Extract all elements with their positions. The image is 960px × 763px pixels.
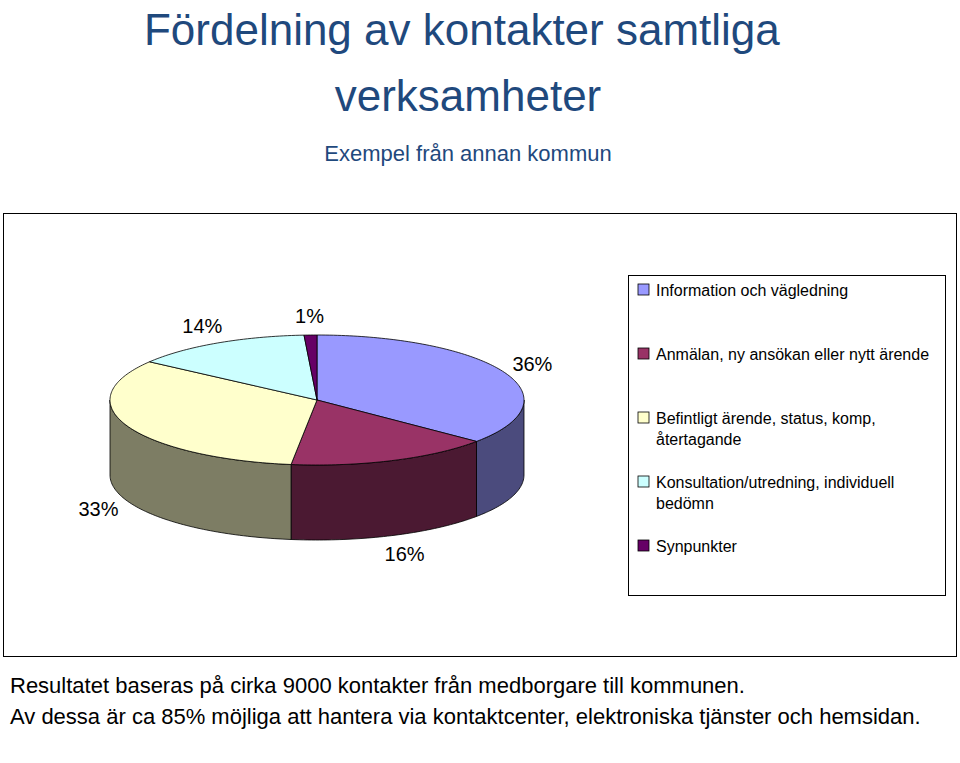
text-line: Fördelning av kontakter samtliga bbox=[144, 5, 792, 54]
slice bbox=[291, 400, 476, 465]
legend-swatch bbox=[638, 348, 649, 359]
text-line: Konsultation/utredning, individuell bbox=[656, 474, 899, 491]
text-line: återtagande bbox=[656, 431, 742, 448]
slice bbox=[150, 335, 317, 400]
title: Fördelning av kontakter samtliga verksam… bbox=[144, 5, 792, 120]
text-line: Anmälan, ny ansökan eller nytt ärende bbox=[656, 346, 929, 363]
legend-box bbox=[629, 276, 946, 596]
legend-swatch bbox=[638, 476, 649, 487]
data-label: 16% bbox=[385, 543, 425, 565]
chart: Fördelning av kontakter samtliga verksam… bbox=[0, 0, 960, 763]
chart-frame bbox=[4, 214, 957, 657]
legend-label: Befintligt ärende, status, komp, återtag… bbox=[656, 410, 880, 448]
subtitle: Exempel från annan kommun bbox=[324, 141, 611, 166]
annotation: Resultatet baseras på cirka 9000 kontakt… bbox=[10, 673, 745, 698]
annotation: Av dessa är ca 85% möjliga att hantera v… bbox=[10, 704, 921, 729]
text-line: Information och vägledning bbox=[656, 282, 848, 299]
slice bbox=[304, 335, 317, 400]
pie bbox=[110, 335, 524, 540]
text-line: Resultatet baseras på cirka 9000 kontakt… bbox=[10, 673, 745, 698]
data-label: 36% bbox=[512, 353, 552, 375]
legend-label: Information och vägledning bbox=[656, 282, 848, 299]
legend-swatch bbox=[638, 412, 649, 423]
data-label: 33% bbox=[79, 498, 119, 520]
legend: Information och vägledning Anmälan, ny an… bbox=[629, 276, 946, 596]
text-line: bedömn bbox=[656, 495, 714, 512]
text-line: Av dessa är ca 85% möjliga att hantera v… bbox=[10, 704, 921, 729]
legend-label: Konsultation/utredning, individuell bedö… bbox=[656, 474, 899, 512]
legend-label: Synpunkter bbox=[656, 538, 738, 555]
text-line: Befintligt ärende, status, komp, bbox=[656, 410, 880, 427]
data-label: 1% bbox=[295, 305, 324, 327]
legend-swatch bbox=[638, 284, 649, 295]
legend-swatch bbox=[638, 540, 649, 551]
data-label: 14% bbox=[182, 315, 222, 337]
legend-label: Anmälan, ny ansökan eller nytt ärende bbox=[656, 346, 929, 363]
text-line: Synpunkter bbox=[656, 538, 738, 555]
text-line: verksamheter bbox=[335, 71, 602, 120]
